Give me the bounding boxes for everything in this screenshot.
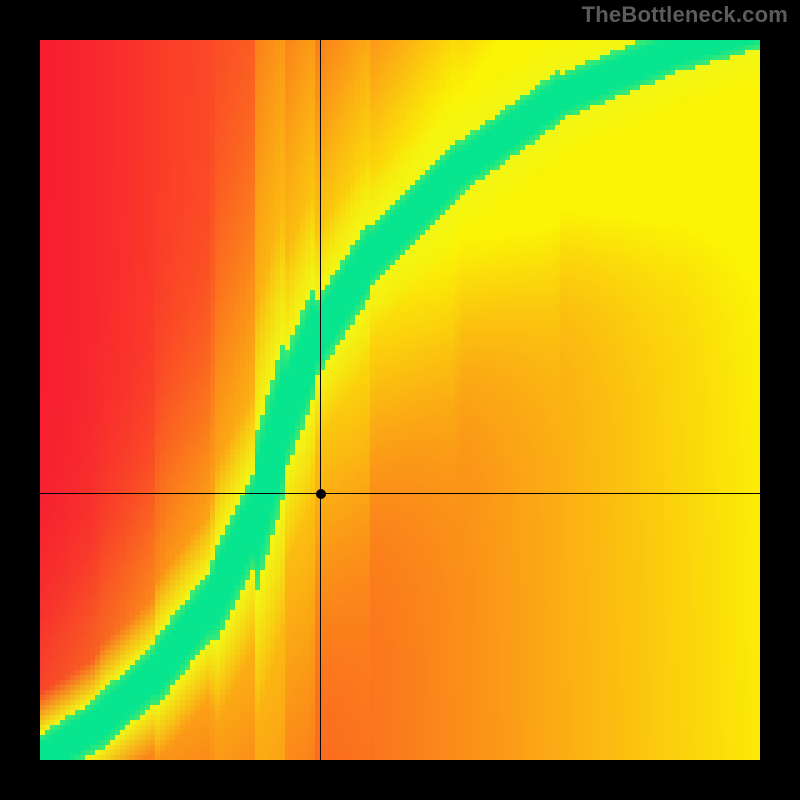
chart-container: TheBottleneck.com — [0, 0, 800, 800]
plot-frame — [40, 40, 760, 760]
heatmap-canvas — [40, 40, 760, 760]
crosshair-vertical — [320, 40, 321, 760]
marker-dot — [316, 489, 326, 499]
crosshair-horizontal — [40, 493, 760, 494]
watermark-text: TheBottleneck.com — [582, 2, 788, 28]
